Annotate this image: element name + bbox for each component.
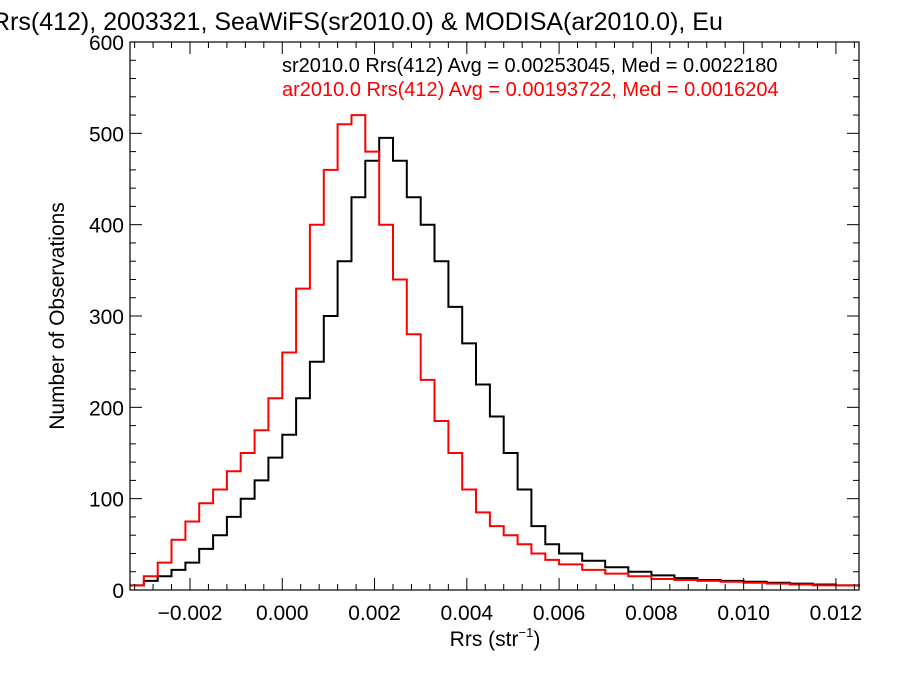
series-layer — [130, 114, 860, 587]
y-axis-label: Number of Observations — [46, 202, 69, 430]
plot-frame — [129, 41, 860, 591]
x-tick-label: −0.002 — [158, 602, 223, 625]
x-axis-label-tail: ) — [533, 628, 540, 651]
ticks-layer: −0.002 0.000 0.002 0.004 0.006 0.008 0.010 0.01… — [89, 32, 862, 625]
y-tick-label: 300 — [89, 306, 124, 329]
x-axis-label-main: Rrs (str — [450, 628, 519, 651]
x-tick-label: 0.012 — [810, 602, 863, 625]
y-tick-label: 0 — [112, 580, 124, 603]
x-tick-label: 0.008 — [625, 602, 678, 625]
series-line-1 — [130, 114, 860, 587]
x-tick-label: 0.002 — [348, 602, 401, 625]
x-tick-label: 0.000 — [256, 602, 309, 625]
y-tick-label: 500 — [89, 123, 124, 146]
y-tick-label: 600 — [89, 32, 124, 55]
x-axis-label-sup: −1 — [519, 625, 534, 640]
series-line-0 — [130, 136, 860, 587]
annotation-ar2010: ar2010.0 Rrs(412) Avg = 0.00193722, Med … — [282, 79, 779, 101]
y-tick-label: 400 — [89, 215, 124, 238]
y-tick-label: 100 — [89, 489, 124, 512]
x-axis-label: Rrs (str−1) — [450, 625, 541, 651]
annotation-sr2010: sr2010.0 Rrs(412) Avg = 0.00253045, Med … — [282, 55, 778, 77]
chart-title: Rrs(412), 2003321, SeaWiFS(sr2010.0) & M… — [0, 8, 723, 36]
x-tick-label: 0.010 — [717, 602, 770, 625]
y-tick-label: 200 — [89, 397, 124, 420]
x-tick-label: 0.004 — [441, 602, 494, 625]
x-tick-label: 0.006 — [533, 602, 586, 625]
